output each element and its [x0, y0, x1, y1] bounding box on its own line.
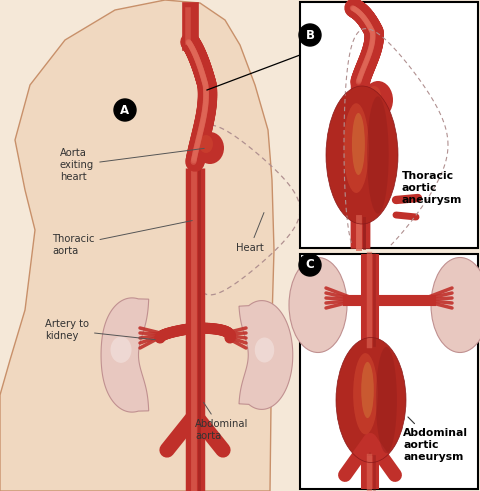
Ellipse shape — [353, 353, 378, 435]
Ellipse shape — [289, 257, 347, 353]
Text: Thoracic
aortic
aneurysm: Thoracic aortic aneurysm — [402, 171, 462, 205]
Ellipse shape — [196, 132, 224, 164]
Ellipse shape — [376, 347, 397, 453]
Polygon shape — [101, 298, 149, 412]
Bar — [300, 2, 478, 248]
Polygon shape — [239, 300, 293, 409]
Circle shape — [299, 24, 321, 46]
Text: Aorta
exiting
heart: Aorta exiting heart — [60, 148, 204, 182]
Ellipse shape — [361, 362, 374, 418]
Text: Abdominal
aorta: Abdominal aorta — [195, 402, 248, 441]
Circle shape — [114, 99, 136, 121]
Circle shape — [299, 254, 321, 276]
Polygon shape — [0, 0, 274, 491]
Text: A: A — [120, 104, 130, 116]
Ellipse shape — [431, 257, 480, 353]
Text: B: B — [305, 28, 314, 42]
Ellipse shape — [367, 86, 381, 106]
Ellipse shape — [255, 337, 274, 362]
Ellipse shape — [326, 86, 398, 224]
Text: Thoracic
aorta: Thoracic aorta — [52, 220, 192, 256]
Ellipse shape — [363, 81, 393, 119]
Ellipse shape — [344, 103, 369, 193]
Ellipse shape — [352, 113, 365, 175]
Ellipse shape — [367, 96, 389, 214]
Ellipse shape — [199, 135, 213, 153]
Text: Artery to
kidney: Artery to kidney — [45, 319, 155, 341]
Text: Abdominal
aortic
aneurysm: Abdominal aortic aneurysm — [403, 417, 468, 462]
Text: C: C — [306, 258, 314, 272]
Bar — [300, 254, 478, 489]
Ellipse shape — [336, 337, 406, 463]
Text: Heart: Heart — [236, 213, 264, 253]
Ellipse shape — [110, 337, 132, 363]
